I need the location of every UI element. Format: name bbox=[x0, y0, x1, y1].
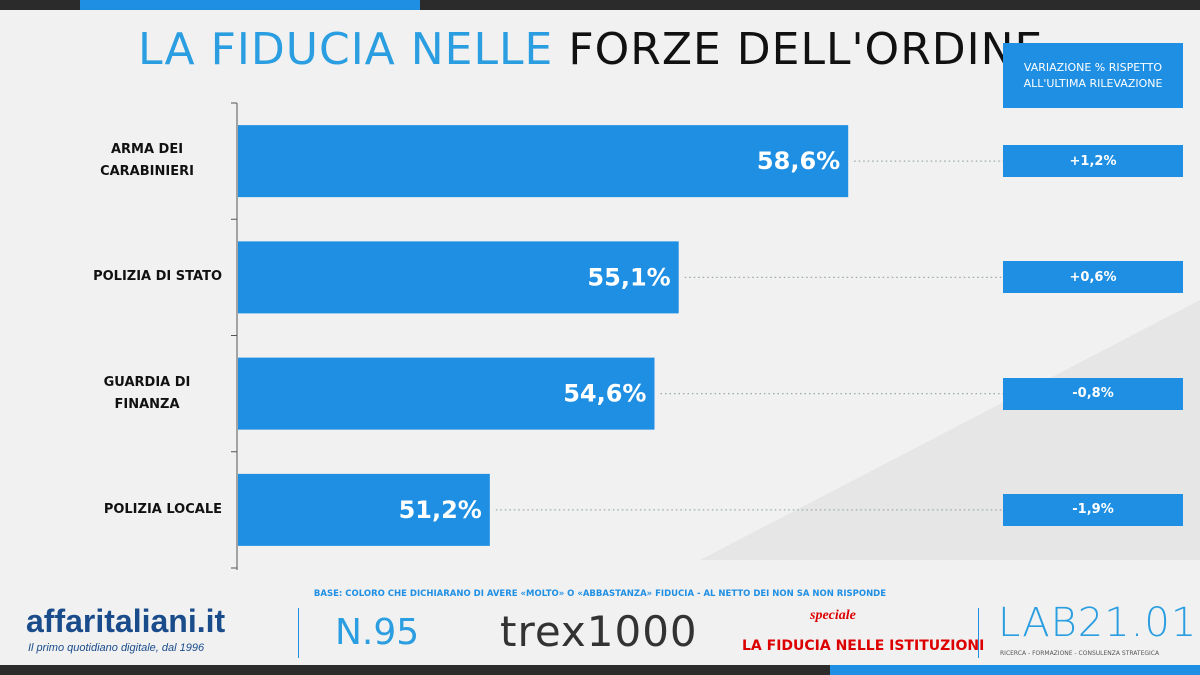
special-tag: speciale bbox=[810, 608, 856, 623]
note: BASE: COLORO CHE DICHIARANO DI AVERE «MO… bbox=[0, 589, 1200, 599]
category-text: ARMA DEI CARABINIERI bbox=[100, 142, 194, 180]
logo: trex1000 bbox=[500, 607, 698, 656]
change-box: +0,6% bbox=[1003, 261, 1183, 294]
data-label: 54,6% bbox=[563, 380, 646, 408]
top-strip bbox=[0, 0, 1200, 10]
bottom-strip bbox=[0, 665, 1200, 675]
category-text: POLIZIA LOCALE bbox=[103, 501, 222, 517]
issue: N.95 bbox=[335, 612, 420, 653]
special-title: LA FIDUCIA NELLE ISTITUZIONI bbox=[742, 638, 985, 654]
category-text: POLIZIA DI STATO bbox=[93, 269, 222, 285]
bar bbox=[238, 357, 655, 430]
category-text: GUARDIA DI FINANZA bbox=[103, 374, 191, 412]
top-accent bbox=[80, 0, 420, 10]
y-tick-label: ARMA DEI CARABINIERI bbox=[72, 131, 222, 191]
tagline: Il primo quotidiano digitale, dal 1996 bbox=[28, 642, 205, 654]
y-tick-label: POLIZIA LOCALE bbox=[72, 480, 222, 540]
change-header: VARIAZIONE % RISPETTO ALL'ULTIMA RILEVAZ… bbox=[1003, 43, 1183, 108]
note-text: BASE: COLORO CHE DICHIARANO DI AVERE «MO… bbox=[313, 589, 887, 599]
bar bbox=[238, 473, 490, 546]
y-tick-label: POLIZIA DI STATO bbox=[72, 247, 222, 307]
change-box: -0,8% bbox=[1003, 377, 1183, 410]
divider bbox=[978, 608, 979, 658]
lab-tagline: RICERCA - FORMAZIONE - CONSULENZA STRATE… bbox=[1000, 650, 1160, 657]
divider bbox=[298, 608, 299, 658]
lab: LAB21.01 bbox=[998, 600, 1198, 646]
change-box: -1,9% bbox=[1003, 493, 1183, 526]
y-tick-label: GUARDIA DI FINANZA bbox=[72, 364, 222, 424]
title-part: LA FIDUCIA NELLE bbox=[138, 24, 553, 75]
brand: affaritaliani.it bbox=[26, 603, 226, 639]
bar bbox=[238, 241, 679, 314]
bottom-accent bbox=[830, 665, 1200, 675]
title-part: FORZE DELL'ORDINE bbox=[568, 24, 1043, 75]
data-label: 55,1% bbox=[587, 263, 670, 291]
bar bbox=[238, 125, 849, 198]
data-label: 51,2% bbox=[399, 496, 482, 524]
change-box: +1,2% bbox=[1003, 145, 1183, 178]
data-label: 58,6% bbox=[757, 147, 840, 175]
chart-title: LA FIDUCIA NELLE FORZE DELL'ORDINE bbox=[138, 24, 1043, 75]
